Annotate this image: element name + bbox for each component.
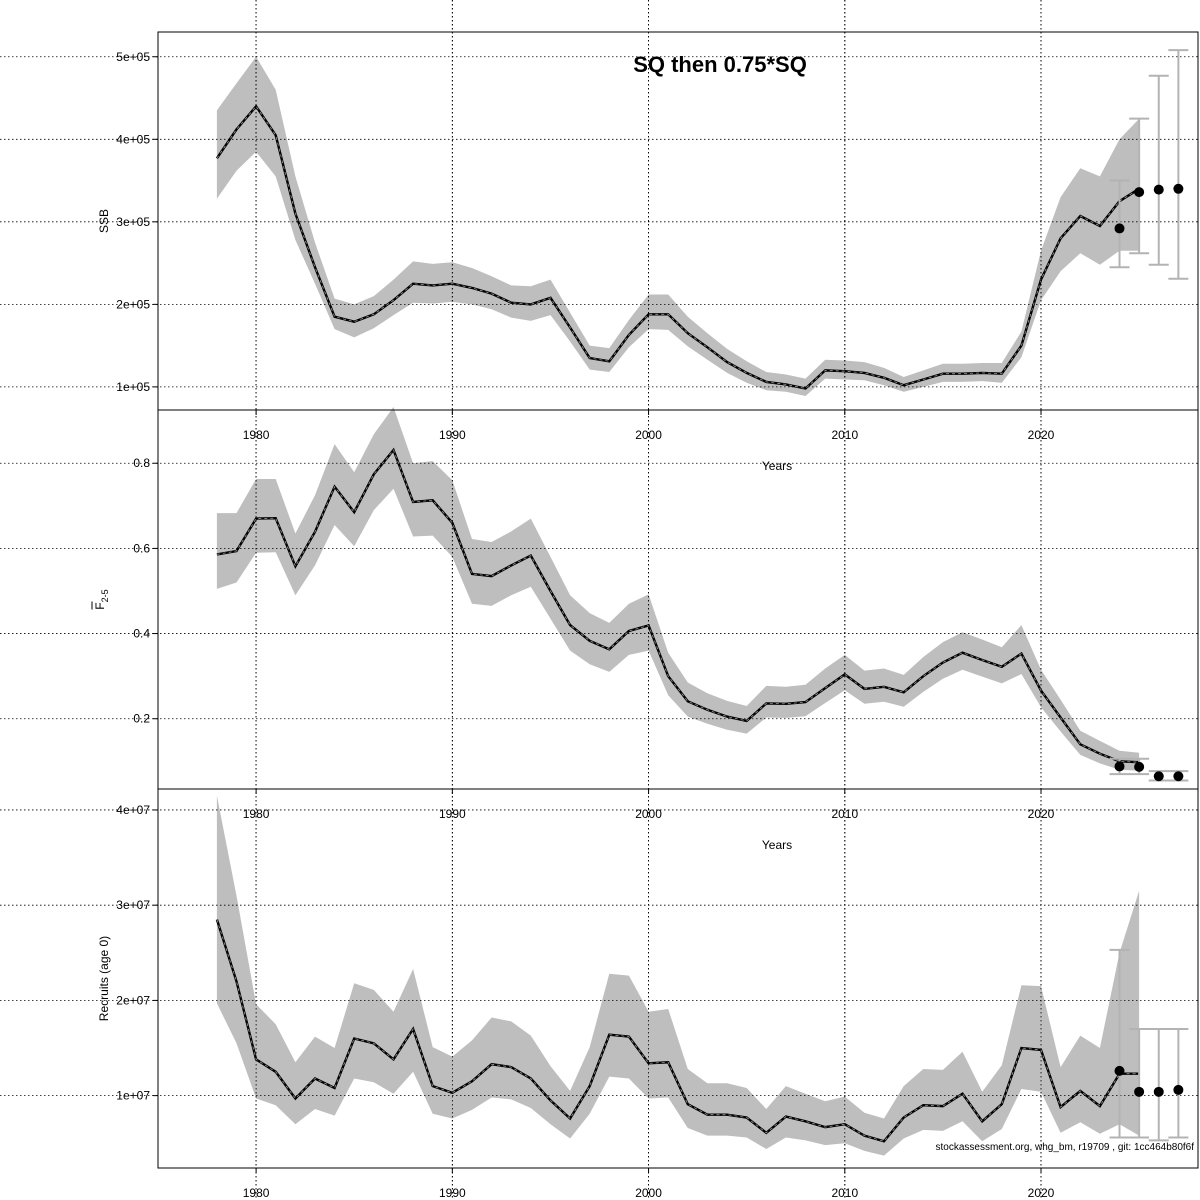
fbar-forecast-point <box>1153 771 1164 782</box>
ssb-ytick-label: 2e+05 <box>116 297 150 311</box>
fbar-ytick-label: 0.2 <box>133 712 150 726</box>
fbar-xtick-label: 2000 <box>635 807 662 821</box>
ssb-ytick-label: 4e+05 <box>116 132 150 146</box>
fbar-ylabel: F2-5 <box>93 589 110 609</box>
ssb-xtick-label: 2020 <box>1028 428 1055 442</box>
fbar-forecast-point <box>1134 761 1145 772</box>
ssb-forecast-point <box>1114 223 1125 234</box>
ssb-ylabel: SSB <box>97 209 111 233</box>
fbar-forecast-point <box>1114 761 1125 772</box>
fbar-xlabel: Years <box>762 838 792 852</box>
ssb-xtick-label: 2010 <box>831 428 858 442</box>
recruits-xtick-label: 1980 <box>243 1186 270 1200</box>
recruits-ylabel: Recruits (age 0) <box>97 936 111 1021</box>
recruits-forecast-point <box>1173 1084 1184 1095</box>
recruits-xtick-label: 1990 <box>439 1186 466 1200</box>
ssb-frame <box>157 31 1199 411</box>
ssb-xlabel: Years <box>762 459 792 473</box>
figure-title: SQ then 0.75*SQ <box>633 52 807 77</box>
fbar-ytick-label: 0.8 <box>133 456 150 470</box>
fbar-frame <box>157 409 1199 790</box>
recruits-forecast-point <box>1114 1065 1125 1076</box>
recruits-ytick-label: 1e+07 <box>116 1089 150 1103</box>
fbar-xtick-label: 1990 <box>439 807 466 821</box>
fbar-xtick-label: 1980 <box>243 807 270 821</box>
recruits-xtick-label: 2020 <box>1028 1186 1055 1200</box>
fbar-confidence-band <box>216 407 1140 771</box>
ssb-estimate-dash <box>216 105 1140 389</box>
fbar-xtick-label: 2020 <box>1028 807 1055 821</box>
ssb-ytick-label: 3e+05 <box>116 215 150 229</box>
fbar-ylabel-subscript: 2-5 <box>100 589 110 602</box>
recruits-ytick-label: 4e+07 <box>116 803 150 817</box>
recruits-estimate-dash <box>216 919 1140 1142</box>
recruits-confidence-band <box>216 795 1140 1156</box>
fbar-xtick-label: 2010 <box>831 807 858 821</box>
fbar-ytick-label: 0.4 <box>133 627 150 641</box>
ssb-ytick-label: 5e+05 <box>116 50 150 64</box>
ssb-xtick-label: 1990 <box>439 428 466 442</box>
ssb-xtick-label: 1980 <box>243 428 270 442</box>
ssb-forecast-point <box>1173 183 1184 194</box>
recruits-forecast-point <box>1134 1086 1145 1097</box>
recruits-forecast-point <box>1153 1086 1164 1097</box>
recruits-ytick-label: 2e+07 <box>116 993 150 1007</box>
credit-text: stockassessment.org, whg_bm, r19709 , gi… <box>936 1142 1195 1153</box>
fbar-forecast-point <box>1173 771 1184 782</box>
ssb-xtick-label: 2000 <box>635 428 662 442</box>
recruits-frame <box>157 788 1199 1169</box>
ssb-forecast-point <box>1134 187 1145 198</box>
fbar-ytick-label: 0.6 <box>133 541 150 555</box>
ssb-estimate-line <box>215 104 1140 390</box>
fbar-estimate-line <box>216 447 1140 764</box>
ssb-ytick-label: 1e+05 <box>116 380 150 394</box>
recruits-xtick-label: 2010 <box>831 1186 858 1200</box>
recruits-ytick-label: 3e+07 <box>116 898 150 912</box>
recruits-xtick-label: 2000 <box>635 1186 662 1200</box>
ssb-forecast-point <box>1153 184 1164 195</box>
ssb-confidence-band <box>216 56 1140 397</box>
